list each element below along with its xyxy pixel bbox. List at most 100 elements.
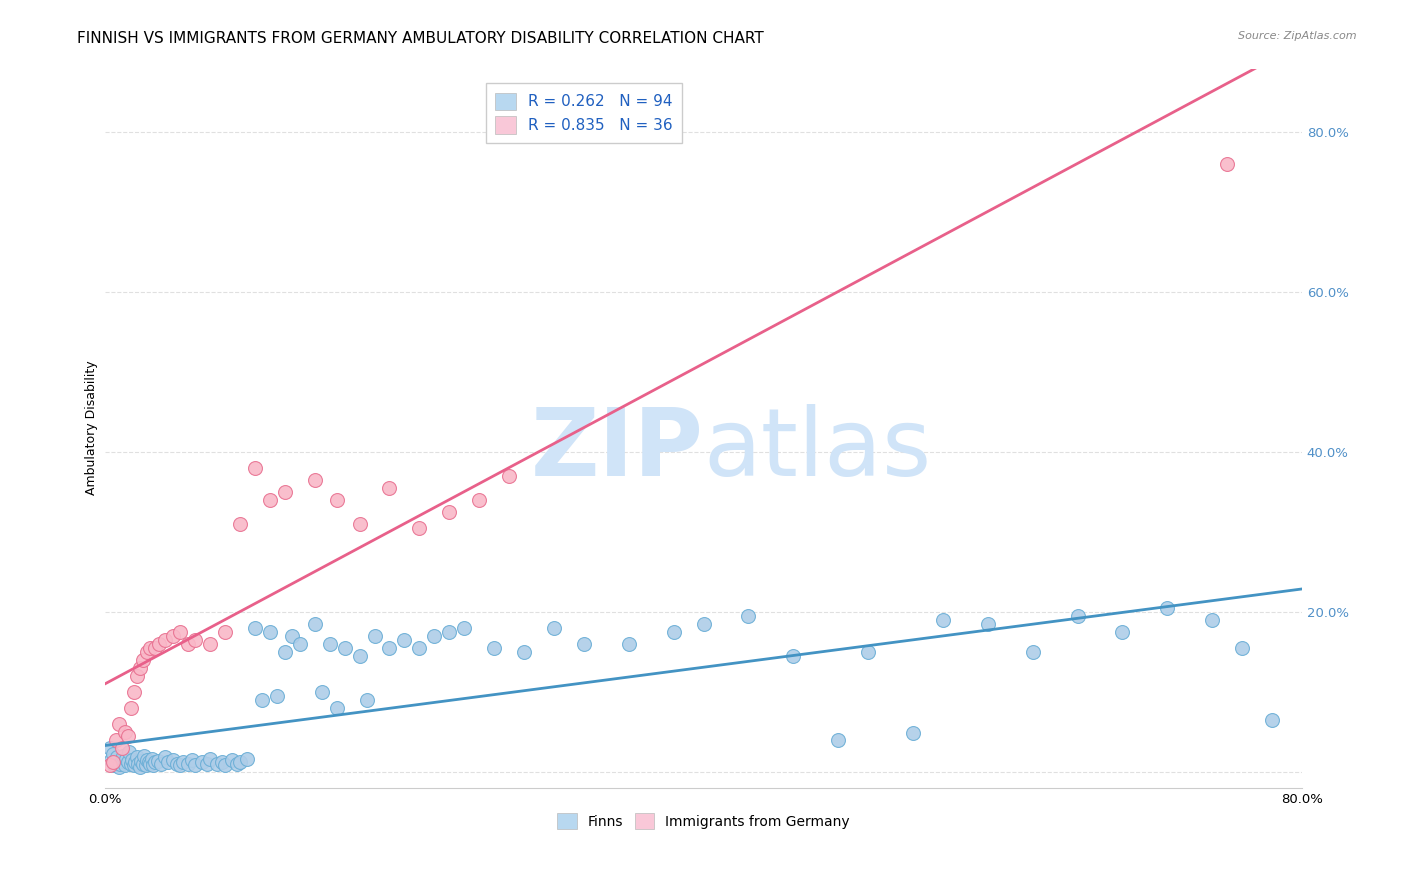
Point	[162, 753, 184, 767]
Point	[115, 752, 138, 766]
Point	[782, 648, 804, 663]
Point	[129, 754, 152, 768]
Point	[408, 640, 430, 655]
Point	[107, 760, 129, 774]
Point	[1021, 645, 1043, 659]
Point	[195, 756, 218, 771]
Point	[221, 753, 243, 767]
Point	[198, 637, 221, 651]
Point	[181, 753, 204, 767]
Point	[229, 756, 252, 770]
Point	[176, 756, 198, 771]
Point	[166, 756, 188, 771]
Point	[1066, 609, 1088, 624]
Point	[827, 732, 849, 747]
Point	[120, 701, 142, 715]
Point	[131, 756, 153, 771]
Point	[1201, 613, 1223, 627]
Point	[349, 648, 371, 663]
Point	[333, 640, 356, 655]
Point	[932, 613, 955, 627]
Point	[977, 617, 1000, 632]
Point	[127, 756, 149, 771]
Point	[662, 624, 685, 639]
Point	[901, 726, 924, 740]
Point	[157, 756, 180, 770]
Point	[311, 685, 333, 699]
Point	[153, 632, 176, 647]
Point	[498, 469, 520, 483]
Point	[136, 753, 159, 767]
Point	[135, 758, 157, 772]
Point	[114, 724, 136, 739]
Point	[349, 517, 371, 532]
Point	[105, 750, 128, 764]
Point	[120, 756, 142, 771]
Point	[141, 752, 163, 766]
Point	[439, 505, 461, 519]
Point	[143, 640, 166, 655]
Point	[274, 645, 297, 659]
Point	[139, 640, 162, 655]
Point	[214, 624, 236, 639]
Point	[617, 637, 640, 651]
Point	[468, 493, 491, 508]
Point	[104, 756, 127, 770]
Point	[423, 629, 446, 643]
Point	[243, 621, 266, 635]
Point	[103, 758, 125, 772]
Point	[131, 653, 153, 667]
Point	[184, 632, 207, 647]
Point	[138, 756, 160, 770]
Point	[128, 661, 150, 675]
Point	[288, 637, 311, 651]
Point	[326, 701, 349, 715]
Point	[108, 756, 131, 771]
Point	[266, 689, 288, 703]
Point	[198, 752, 221, 766]
Point	[1230, 640, 1253, 655]
Point	[394, 632, 416, 647]
Point	[363, 629, 385, 643]
Point	[1156, 601, 1178, 615]
Point	[439, 624, 461, 639]
Point	[281, 629, 304, 643]
Point	[356, 693, 378, 707]
Point	[191, 756, 214, 770]
Point	[142, 758, 165, 772]
Point	[139, 756, 162, 771]
Point	[101, 747, 124, 762]
Point	[274, 485, 297, 500]
Point	[125, 669, 148, 683]
Point	[318, 637, 340, 651]
Point	[118, 745, 141, 759]
Point	[304, 473, 326, 487]
Point	[100, 753, 122, 767]
Point	[111, 740, 134, 755]
Point	[117, 729, 139, 743]
Point	[117, 756, 139, 770]
Point	[184, 758, 207, 772]
Point	[122, 685, 145, 699]
Point	[243, 461, 266, 475]
Point	[111, 754, 134, 768]
Point	[146, 754, 169, 768]
Point	[172, 756, 194, 770]
Point	[112, 748, 135, 763]
Point	[692, 617, 714, 632]
Point	[149, 756, 172, 771]
Point	[124, 756, 146, 770]
Text: ZIP: ZIP	[530, 404, 703, 496]
Point	[153, 750, 176, 764]
Point	[169, 758, 191, 772]
Point	[737, 609, 759, 624]
Point	[1261, 713, 1284, 727]
Point	[104, 732, 127, 747]
Point	[225, 756, 247, 771]
Point	[128, 760, 150, 774]
Point	[259, 624, 281, 639]
Text: Source: ZipAtlas.com: Source: ZipAtlas.com	[1239, 31, 1357, 41]
Point	[408, 521, 430, 535]
Point	[214, 758, 236, 772]
Point	[211, 756, 233, 770]
